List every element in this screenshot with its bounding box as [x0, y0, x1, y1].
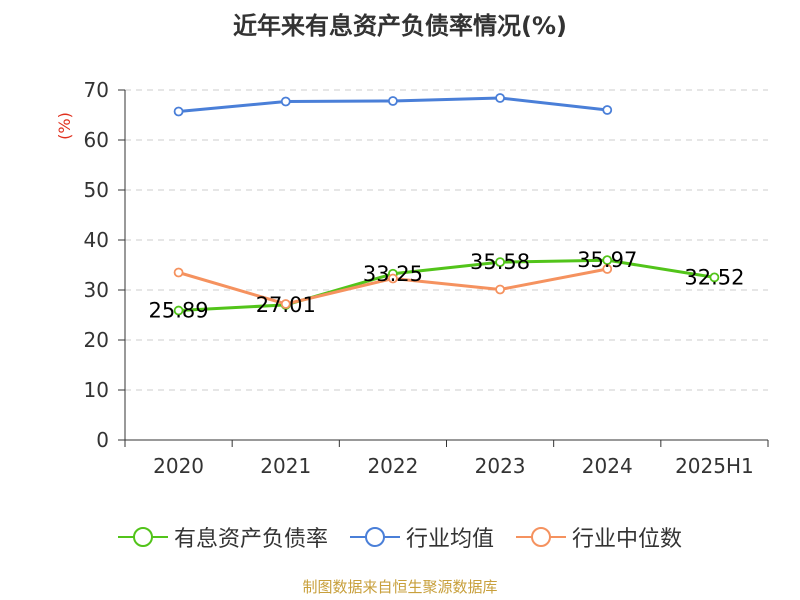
x-tick-label: 2022	[367, 454, 418, 478]
y-tick-label: 60	[84, 128, 109, 152]
data-label: 35.97	[577, 248, 637, 272]
data-point	[173, 267, 184, 278]
y-tick-label: 10	[84, 378, 109, 402]
data-point	[602, 105, 613, 115]
chart-title: 近年来有息资产负债率情况(%)	[233, 12, 567, 40]
legend-item[interactable]: 有息资产负债率	[117, 521, 328, 553]
y-tick-label: 30	[84, 278, 109, 302]
y-tick-label: 20	[84, 328, 109, 352]
data-point	[602, 264, 613, 274]
legend-marker-icon	[516, 527, 566, 547]
data-point	[388, 273, 398, 284]
data-point	[495, 284, 505, 295]
legend-label: 有息资产负债率	[173, 527, 328, 552]
data-point	[709, 272, 720, 283]
data-point	[173, 106, 184, 117]
data-label: 27.01	[256, 293, 316, 317]
x-tick-label: 2021	[260, 454, 311, 478]
data-label: 25.89	[149, 299, 209, 323]
y-axis-label: (%)	[55, 112, 74, 140]
data-point	[388, 96, 398, 106]
y-tick-label: 50	[84, 178, 109, 202]
data-point	[280, 96, 291, 107]
data-point	[173, 305, 184, 316]
data-labels: 25.89 27.01 33.25 35.58 35.97 32.52	[149, 248, 745, 322]
x-tick-label: 2025H1	[675, 454, 754, 478]
axes: 0 10 20 30 40 50 60 70 2020 2021 2022 2023 2024 2025H…	[55, 78, 769, 478]
data-point	[495, 257, 505, 268]
legend-label: 行业均值	[405, 527, 494, 552]
data-label: 32.52	[684, 265, 744, 289]
series-line	[178, 258, 715, 312]
data-point	[280, 299, 291, 309]
legend-marker-icon	[117, 527, 168, 547]
legend: 有息资产负债率 行业均值 行业中位数	[0, 520, 800, 554]
source-note: 制图数据来自恒生聚源数据库	[302, 578, 498, 596]
legend-item[interactable]: 行业中位数	[516, 521, 682, 553]
y-tick-label: 40	[84, 228, 109, 252]
x-tick-label: 2023	[475, 454, 526, 478]
legend-item[interactable]: 行业均值	[349, 521, 494, 553]
data-point	[495, 93, 505, 103]
x-tick-label: 2024	[582, 454, 633, 478]
y-tick-label: 70	[84, 78, 109, 102]
data-label: 35.58	[470, 250, 530, 274]
x-tick-label: 2020	[153, 454, 204, 478]
series-lines	[173, 93, 720, 316]
data-label: 33.25	[363, 262, 423, 286]
y-tick-label: 0	[96, 428, 109, 452]
legend-label: 行业中位数	[572, 527, 683, 552]
legend-marker-icon	[349, 527, 400, 547]
grid-lines	[125, 89, 768, 391]
